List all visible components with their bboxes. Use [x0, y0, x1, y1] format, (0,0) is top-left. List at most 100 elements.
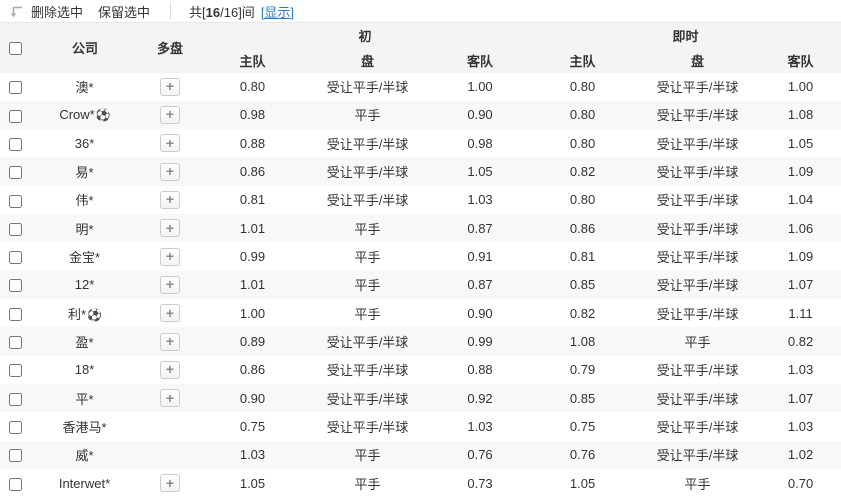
- live-home-odds: 0.76: [569, 447, 596, 463]
- row-checkbox[interactable]: [8, 307, 22, 321]
- row-checkbox[interactable]: [8, 137, 22, 151]
- company-cell: 36*: [30, 129, 140, 157]
- table-row: 金宝* + 0.99 平手 0.91 0.81 受让平手/半球 1.09: [0, 242, 841, 270]
- init-away-odds: 0.87: [467, 277, 493, 293]
- init-handicap: 受让平手/半球: [326, 165, 409, 181]
- live-away-odds: 1.07: [787, 390, 814, 406]
- company-name: 威*: [75, 448, 94, 464]
- expand-plus-button[interactable]: +: [160, 247, 180, 266]
- odds-table: 公司 多盘 初 即时 主队 盘 客队 主队 盘 客队 澳* + 0.80 受让平…: [0, 22, 841, 497]
- row-checkbox[interactable]: [8, 194, 22, 208]
- company-cell: 易*: [30, 157, 140, 185]
- expand-plus-button[interactable]: +: [160, 275, 180, 294]
- init-away-odds: 0.87: [467, 220, 493, 236]
- live-handicap: 受让平手/半球: [656, 221, 739, 237]
- column-header-company: 公司: [30, 22, 140, 73]
- row-checkbox[interactable]: [8, 336, 22, 350]
- init-handicap: 平手: [354, 108, 381, 124]
- company-name: 伟*: [75, 193, 94, 209]
- live-away-odds: 1.04: [787, 192, 814, 208]
- delete-selected-button[interactable]: 删除选中: [31, 4, 84, 20]
- group-header-initial: 初: [200, 22, 531, 48]
- row-checkbox[interactable]: [8, 109, 22, 123]
- row-checkbox[interactable]: [8, 421, 22, 435]
- multi-odds-cell: +: [140, 356, 200, 384]
- multi-odds-cell: +: [140, 101, 200, 129]
- live-handicap: 受让平手/半球: [656, 363, 739, 379]
- row-checkbox[interactable]: [8, 251, 22, 265]
- multi-odds-cell: +: [140, 186, 200, 214]
- company-cell: Interwet*: [30, 469, 140, 497]
- live-home-odds: 0.80: [569, 79, 596, 95]
- row-checkbox[interactable]: [8, 449, 22, 463]
- column-header-multi: 多盘: [140, 22, 200, 73]
- company-name: 金宝*: [68, 250, 101, 266]
- expand-plus-button[interactable]: +: [160, 389, 180, 408]
- multi-odds-cell: +: [140, 271, 200, 299]
- live-handicap: 平手: [684, 335, 711, 351]
- row-checkbox[interactable]: [8, 279, 22, 293]
- live-away-odds: 1.03: [787, 419, 814, 435]
- table-row: 明* + 1.01 平手 0.87 0.86 受让平手/半球 1.06: [0, 214, 841, 243]
- init-away-odds: 1.03: [467, 419, 493, 435]
- expand-plus-button[interactable]: +: [160, 474, 180, 493]
- live-away-odds: 1.05: [787, 135, 814, 151]
- live-home-odds: 0.82: [569, 305, 596, 321]
- table-row: 36* + 0.88 受让平手/半球 0.98 0.80 受让平手/半球 1.0…: [0, 129, 841, 157]
- row-select-cell: [0, 101, 30, 129]
- select-all-checkbox[interactable]: [8, 42, 22, 56]
- expand-plus-button[interactable]: +: [160, 162, 180, 181]
- row-checkbox[interactable]: [8, 392, 22, 406]
- live-handicap: 受让平手/半球: [656, 136, 739, 152]
- live-handicap: 受让平手/半球: [656, 165, 739, 181]
- live-handicap: 平手: [684, 476, 711, 492]
- table-row: 威* 1.03 平手 0.76 0.76 受让平手/半球 1.02: [0, 440, 841, 470]
- row-checkbox[interactable]: [8, 477, 22, 491]
- row-select-cell: [0, 271, 30, 299]
- company-name: Crow*: [59, 107, 95, 123]
- live-handicap: 受让平手/半球: [656, 193, 739, 209]
- multi-odds-cell: +: [140, 299, 200, 327]
- row-select-cell: [0, 469, 30, 497]
- table-row: 香港马* 0.75 受让平手/半球 1.03 0.75 受让平手/半球 1.03: [0, 412, 841, 440]
- init-home-odds: 0.75: [239, 419, 266, 435]
- table-body: 澳* + 0.80 受让平手/半球 1.00 0.80 受让平手/半球 1.00…: [0, 73, 841, 497]
- keep-selected-button[interactable]: 保留选中: [98, 4, 151, 20]
- init-home-odds: 0.89: [239, 334, 266, 350]
- row-checkbox[interactable]: [8, 222, 22, 236]
- live-away-odds: 1.02: [787, 447, 814, 463]
- company-name: 明*: [75, 221, 94, 237]
- init-away-odds: 1.03: [467, 192, 493, 208]
- expand-plus-button[interactable]: +: [160, 219, 180, 238]
- init-handicap: 平手: [354, 476, 381, 492]
- company-cell: Crow*⚽: [30, 101, 140, 129]
- company-cell: 利*⚽: [30, 299, 140, 327]
- column-header-init-away: 客队: [467, 53, 494, 69]
- expand-plus-button[interactable]: +: [160, 304, 180, 323]
- init-away-odds: 0.92: [467, 390, 493, 406]
- company-cell: 伟*: [30, 186, 140, 214]
- row-checkbox[interactable]: [8, 81, 22, 95]
- init-home-odds: 0.98: [239, 107, 266, 123]
- init-away-odds: 0.76: [467, 447, 493, 463]
- expand-plus-button[interactable]: +: [160, 332, 180, 351]
- expand-plus-button[interactable]: +: [160, 105, 180, 124]
- show-link[interactable]: [显示]: [260, 4, 295, 20]
- init-handicap: 受让平手/半球: [326, 136, 409, 152]
- expand-plus-button[interactable]: +: [160, 134, 180, 153]
- row-checkbox[interactable]: [8, 166, 22, 180]
- expand-plus-button[interactable]: +: [160, 190, 180, 209]
- live-away-odds: 1.08: [787, 107, 814, 123]
- row-select-cell: [0, 186, 30, 214]
- init-handicap: 受让平手/半球: [326, 391, 409, 407]
- expand-plus-button[interactable]: +: [160, 77, 180, 96]
- table-row: 伟* + 0.81 受让平手/半球 1.03 0.80 受让平手/半球 1.04: [0, 186, 841, 214]
- init-away-odds: 1.00: [467, 79, 493, 95]
- row-select-cell: [0, 384, 30, 412]
- company-name: 香港马*: [62, 420, 107, 436]
- row-checkbox[interactable]: [8, 364, 22, 378]
- expand-plus-button[interactable]: +: [160, 360, 180, 379]
- init-handicap: 受让平手/半球: [326, 363, 409, 379]
- live-handicap: 受让平手/半球: [656, 108, 739, 124]
- live-away-odds: 1.09: [787, 249, 814, 265]
